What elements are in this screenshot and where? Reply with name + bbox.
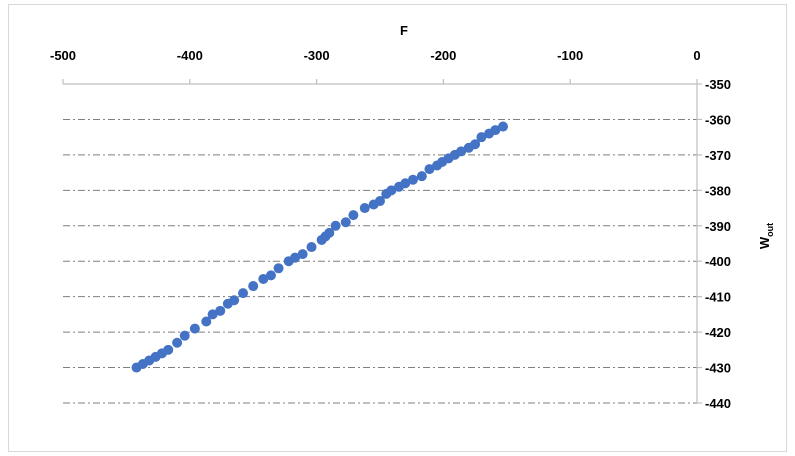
y-tick-label: -420: [705, 325, 731, 340]
y-tick-label: -350: [705, 77, 731, 92]
data-point: [416, 171, 427, 182]
x-tick-label: -200: [430, 48, 456, 63]
data-point: [172, 337, 183, 348]
data-point: [306, 242, 317, 253]
data-point: [297, 249, 308, 260]
data-point: [456, 146, 467, 157]
y-tick-label: -430: [705, 361, 731, 376]
data-point: [273, 263, 284, 274]
x-tick-label: -100: [557, 48, 583, 63]
data-point: [470, 139, 481, 150]
y-tick-label: -360: [705, 112, 731, 127]
y-tick-label: -370: [705, 148, 731, 163]
x-tick-label: 0: [693, 48, 700, 63]
data-point: [258, 273, 269, 284]
data-point: [179, 330, 190, 341]
data-point: [265, 270, 276, 281]
data-point: [324, 227, 335, 238]
data-point: [163, 344, 174, 355]
data-points: [131, 121, 508, 373]
data-point: [290, 252, 301, 263]
x-tick-label: -300: [304, 48, 330, 63]
data-point: [348, 210, 359, 221]
x-axis-title: F: [400, 23, 408, 38]
data-point: [476, 132, 487, 143]
data-point: [490, 125, 501, 136]
data-point: [189, 323, 200, 334]
data-point: [359, 203, 370, 214]
data-point: [215, 305, 226, 316]
tick-labels: -500 -400 -300 -200 -100 0 -350 -360 -370 -380 -39…: [50, 48, 731, 411]
data-point: [207, 309, 218, 320]
data-point: [248, 281, 259, 292]
data-point: [375, 195, 385, 206]
data-point: [400, 178, 411, 189]
x-tick-label: -400: [177, 48, 203, 63]
data-point: [497, 121, 508, 132]
y-axis-title: Wout: [757, 223, 775, 249]
data-point: [386, 185, 397, 196]
gridlines: [63, 118, 697, 404]
data-point: [330, 220, 341, 231]
data-point: [340, 217, 351, 228]
data-point: [201, 316, 212, 327]
y-tick-label: -410: [705, 290, 731, 305]
y-tick-label: -400: [705, 254, 731, 269]
x-tick-label: -500: [50, 48, 76, 63]
data-point: [407, 174, 418, 185]
axes: [62, 79, 702, 404]
data-point: [229, 295, 240, 306]
chart-frame: [8, 4, 787, 452]
data-point: [424, 164, 435, 175]
y-tick-label: -390: [705, 219, 731, 234]
y-tick-label: -440: [705, 396, 731, 411]
y-tick-label: -380: [705, 183, 731, 198]
data-point: [238, 288, 249, 299]
